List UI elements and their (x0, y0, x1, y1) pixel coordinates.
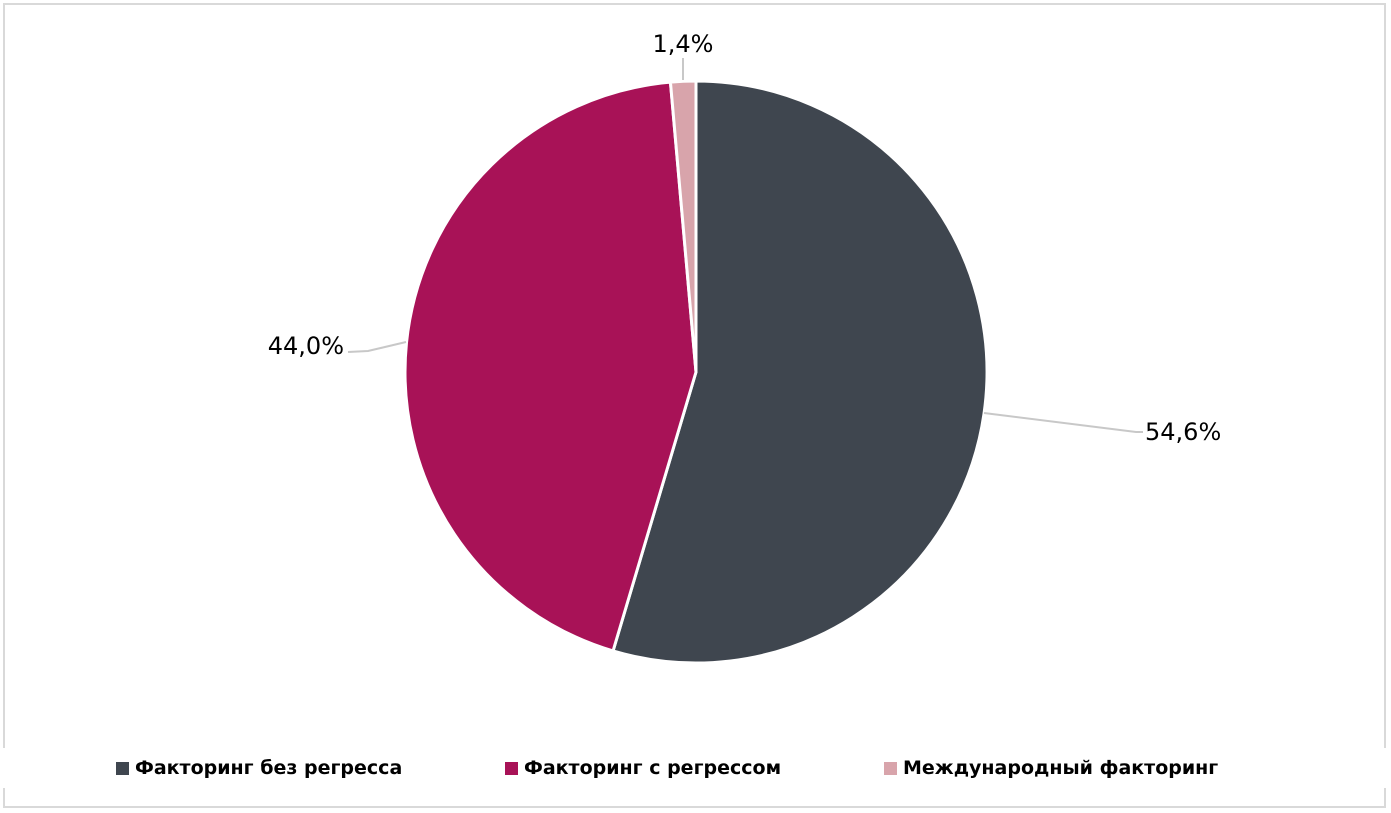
pie-slices (403, 79, 989, 665)
legend-item-with-recourse: Факторинг с регрессом (505, 756, 781, 780)
legend-label-without-recourse: Факторинг без регресса (135, 757, 403, 779)
data-label-without-recourse: 54,6% (1145, 418, 1221, 446)
data-label-with-recourse: 44,0% (268, 332, 344, 360)
leader-line-with-recourse (347, 341, 407, 353)
leader-lines (347, 58, 1143, 433)
data-labels: 54,6% 44,0% 1,4% (268, 30, 1222, 446)
legend-swatch-with-recourse (505, 761, 518, 775)
data-label-international: 1,4% (653, 30, 714, 58)
legend-swatch-without-recourse (116, 761, 129, 775)
pie-slice-with-recourse (403, 80, 698, 653)
legend-item-international: Международный факторинг (884, 756, 1218, 780)
legend-item-without-recourse: Факторинг без регресса (116, 756, 402, 780)
pie-slice-without-recourse (611, 79, 989, 665)
legend-label-with-recourse: Факторинг с регрессом (524, 757, 782, 779)
legend-swatch-international (884, 761, 897, 775)
pie-slice-international (668, 79, 698, 374)
leader-line-without-recourse (983, 412, 1143, 433)
legend: Факторинг без регресса Факторинг с регре… (0, 748, 1391, 788)
legend-label-international: Международный факторинг (903, 757, 1219, 779)
